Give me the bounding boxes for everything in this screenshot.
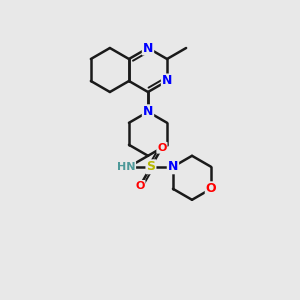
Text: O: O xyxy=(135,181,145,191)
Text: O: O xyxy=(206,182,216,195)
Text: N: N xyxy=(168,160,178,173)
Text: HN: HN xyxy=(117,162,135,172)
Text: N: N xyxy=(143,105,153,118)
Text: N: N xyxy=(143,41,153,55)
Text: S: S xyxy=(146,160,155,173)
Text: N: N xyxy=(162,74,172,88)
Text: O: O xyxy=(157,143,167,153)
